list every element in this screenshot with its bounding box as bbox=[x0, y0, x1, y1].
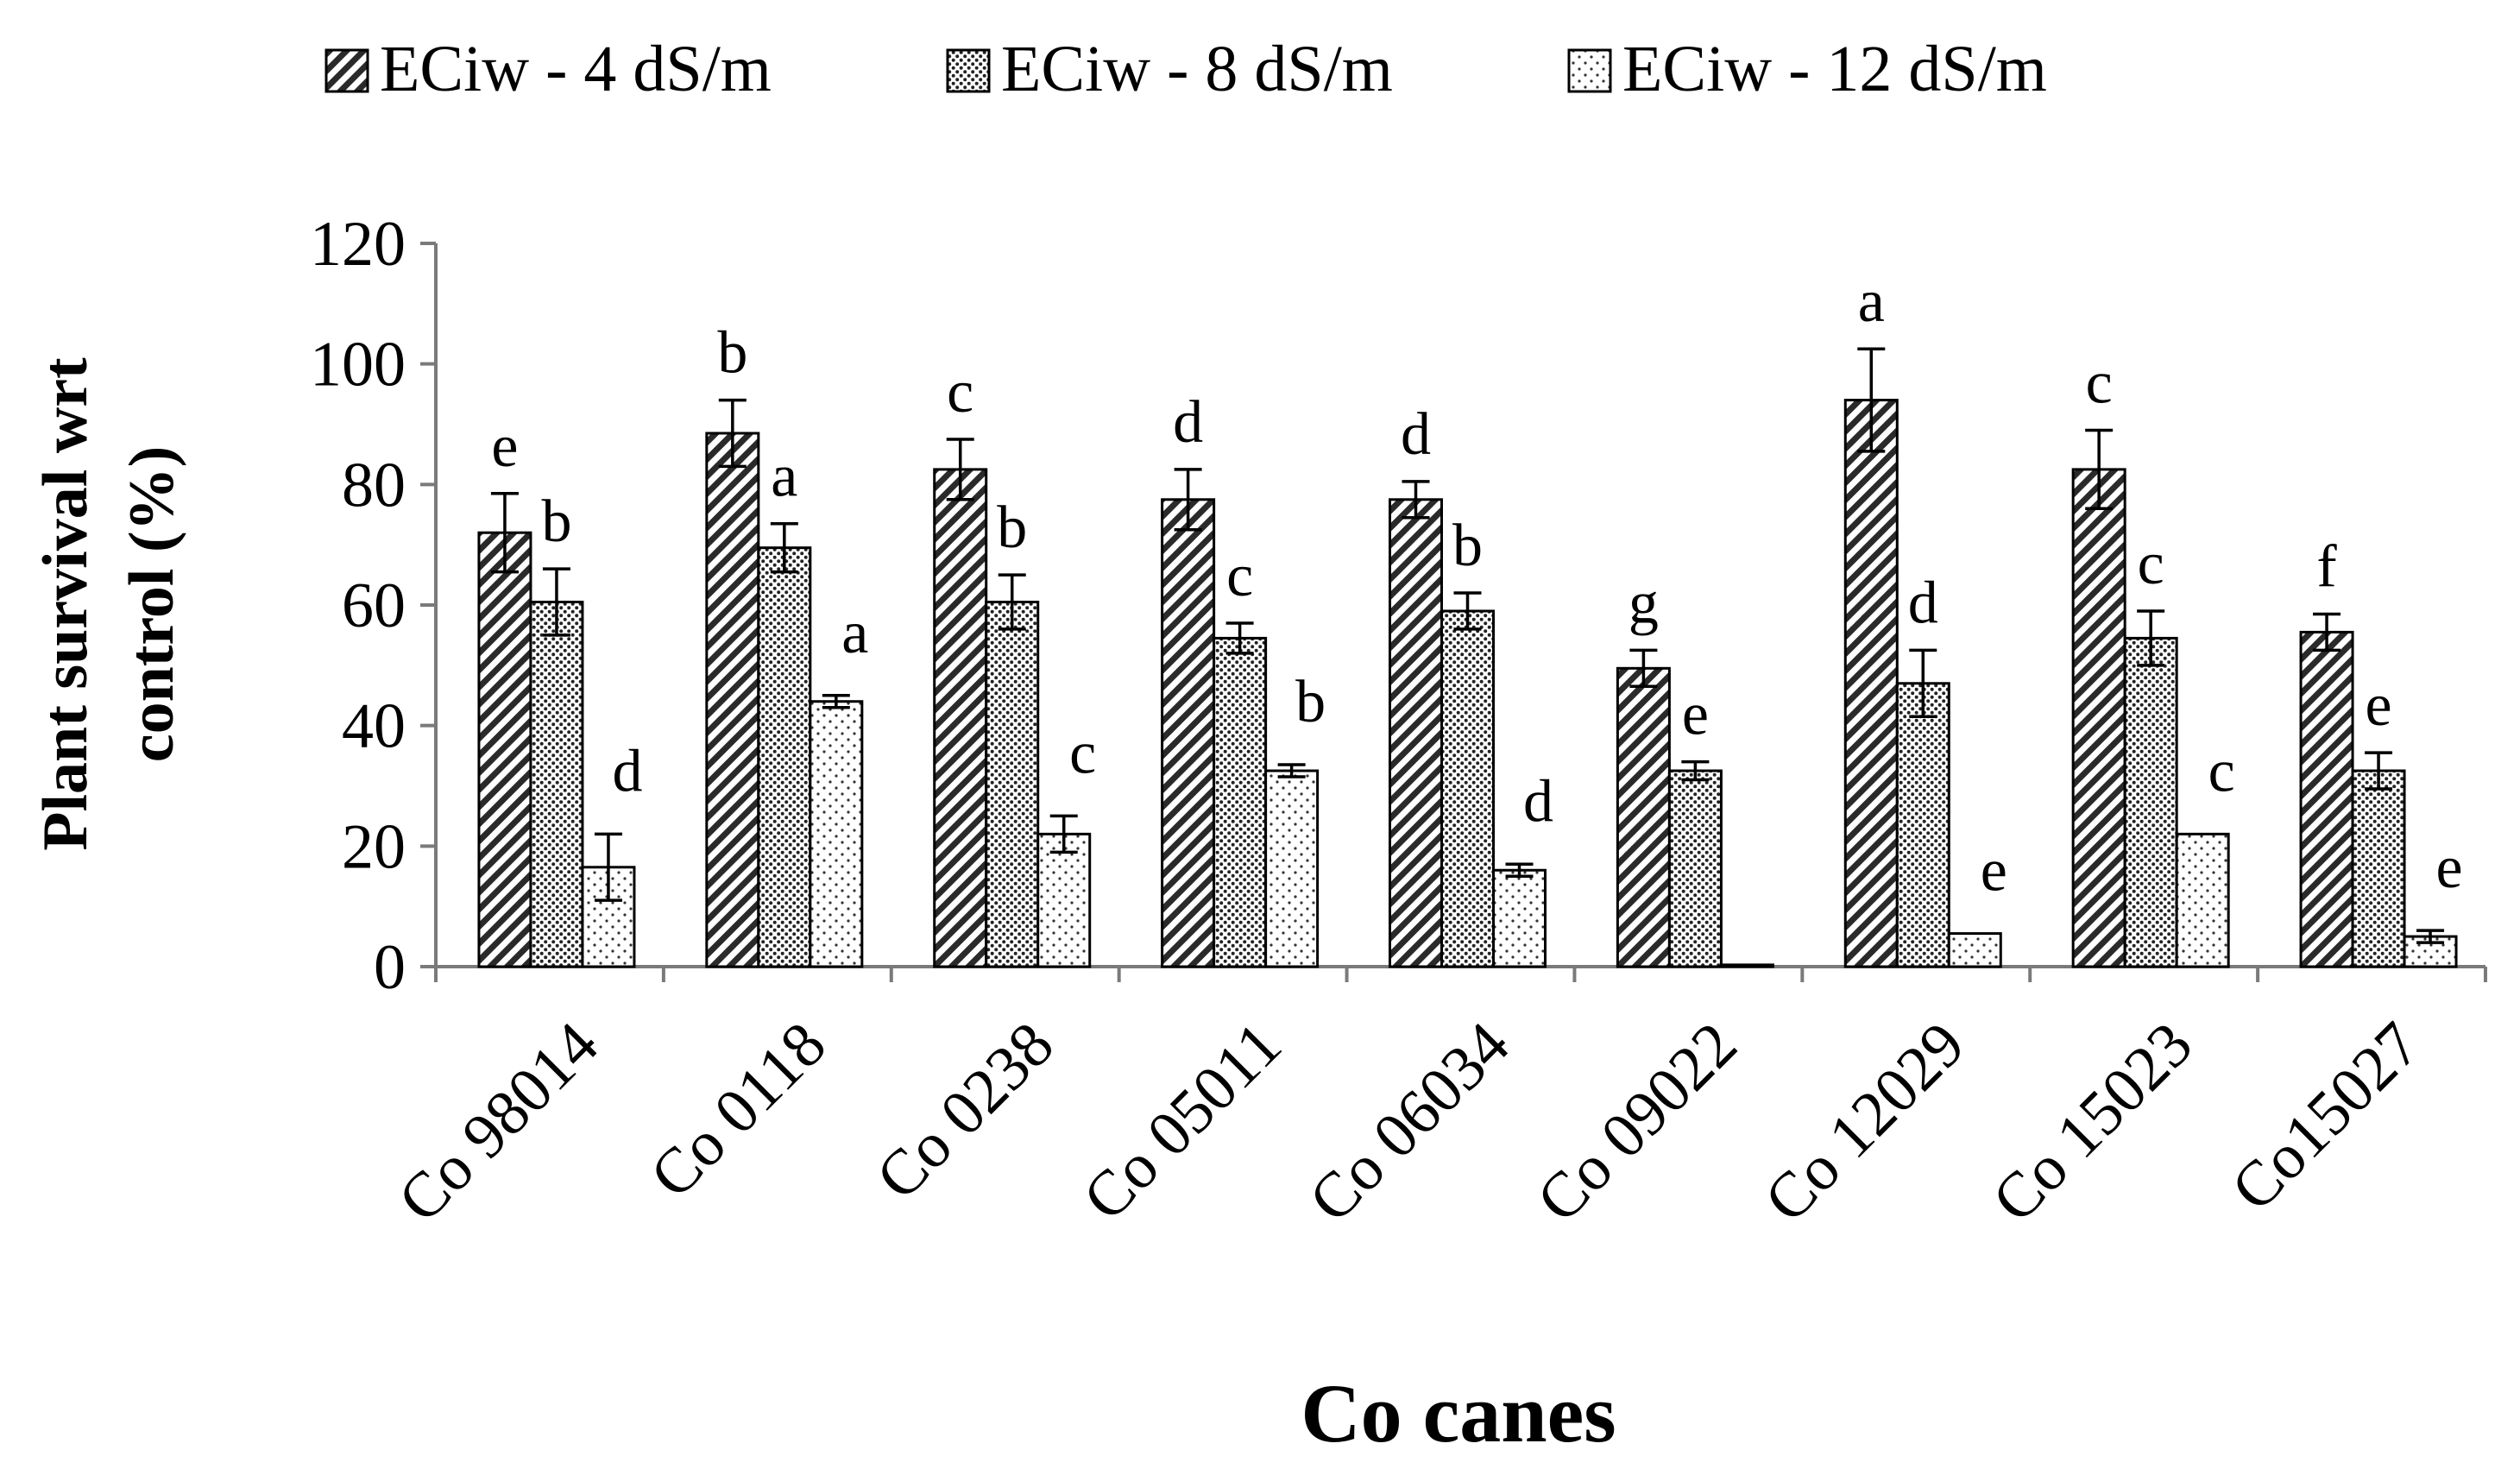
bar-8-dsm bbox=[985, 601, 1040, 968]
bar-12-dsm bbox=[2175, 832, 2230, 968]
significance-letter: c bbox=[2208, 738, 2235, 804]
y-tick-label: 100 bbox=[310, 330, 406, 400]
significance-letter: g bbox=[1629, 570, 1659, 636]
bar-12-dsm bbox=[1492, 868, 1547, 968]
bar-4-dsm bbox=[1843, 399, 1899, 968]
significance-letter: c bbox=[947, 359, 973, 425]
bar-4-dsm bbox=[2299, 630, 2354, 968]
x-category-label: Co 09022 bbox=[1523, 1009, 1750, 1236]
significance-letter: c bbox=[1069, 720, 1096, 786]
significance-letter: d bbox=[612, 738, 642, 804]
significance-letter: a bbox=[771, 444, 797, 510]
error-bars bbox=[490, 347, 2445, 944]
axes: 0 20 40 60 80 100 120 bbox=[310, 209, 2487, 1003]
legend: ECiw - 4 dS/m ECiw - 8 dS/m ECiw - 12 dS… bbox=[324, 33, 2047, 105]
significance-letter: e bbox=[491, 413, 518, 480]
significance-letter: d bbox=[1401, 401, 1431, 468]
significance-letter: b bbox=[1452, 513, 1483, 579]
bar-8-dsm bbox=[1440, 609, 1495, 968]
y-axis-title: Plant survival wrt control (%) bbox=[30, 357, 187, 851]
significance-letter: a bbox=[841, 600, 868, 666]
significance-letter: c bbox=[2138, 531, 2164, 597]
x-category-label: Co15027 bbox=[2218, 1009, 2434, 1225]
bar-4-dsm bbox=[1161, 498, 1216, 968]
bar-12-dsm bbox=[1036, 832, 1092, 968]
significance-letter: e bbox=[2436, 835, 2463, 901]
legend-label-4: ECiw - 4 dS/m bbox=[380, 33, 772, 105]
significance-letter: d bbox=[1173, 389, 1203, 456]
legend-swatch-4 bbox=[324, 48, 369, 93]
bar-4-dsm bbox=[1616, 666, 1671, 968]
x-category-label: Co 15023 bbox=[1979, 1009, 2206, 1236]
x-category-label: Co 05011 bbox=[1070, 1009, 1295, 1234]
legend-item-4: ECiw - 4 dS/m bbox=[324, 33, 772, 105]
bar-8-dsm bbox=[757, 546, 812, 968]
y-tick-label: 60 bbox=[342, 570, 406, 641]
y-axis-title-line-1: Plant survival wrt bbox=[30, 357, 101, 851]
significance-letter: f bbox=[2316, 533, 2337, 600]
bar-8-dsm bbox=[1213, 636, 1268, 968]
y-tick-label: 80 bbox=[342, 450, 406, 520]
x-category-label: Co 98014 bbox=[385, 1009, 612, 1236]
bar-8-dsm bbox=[1667, 769, 1723, 968]
y-axis-title-line-2: control (%) bbox=[117, 446, 187, 763]
bar-12-dsm bbox=[1947, 932, 2002, 968]
bar-4-dsm bbox=[477, 531, 532, 968]
x-axis-title: Co canes bbox=[1301, 1367, 1616, 1459]
significance-letter: c bbox=[2086, 350, 2113, 416]
legend-item-8: ECiw - 8 dS/m bbox=[946, 33, 1393, 105]
x-category-label: Co 0118 bbox=[637, 1009, 840, 1212]
bar-8-dsm bbox=[2351, 769, 2406, 968]
category-labels: Co 98014 Co 0118 Co 0238 Co 05011 Co 06034 Co… bbox=[385, 1009, 2434, 1236]
bar-12-dsm bbox=[1264, 769, 1320, 968]
x-category-label: Co 06034 bbox=[1296, 1009, 1523, 1236]
legend-swatch-8 bbox=[946, 48, 991, 93]
bar-12-dsm bbox=[809, 700, 864, 968]
y-tick-label: 120 bbox=[310, 209, 406, 280]
bar-8-dsm bbox=[1895, 682, 1950, 968]
y-tick-label: 0 bbox=[374, 932, 406, 1003]
bar-8-dsm bbox=[529, 601, 584, 968]
legend-item-12: ECiw - 12 dS/m bbox=[1567, 33, 2047, 105]
legend-label-8: ECiw - 8 dS/m bbox=[1001, 33, 1393, 105]
significance-letter: b bbox=[997, 495, 1027, 561]
x-category-label: Co 12029 bbox=[1751, 1009, 1978, 1236]
significance-letter: e bbox=[2366, 672, 2392, 739]
bar-4-dsm bbox=[933, 468, 988, 968]
significance-letter: e bbox=[1981, 838, 2007, 905]
significance-letter: b bbox=[1295, 669, 1326, 735]
significance-letter: d bbox=[1523, 768, 1553, 835]
bar-8-dsm bbox=[2123, 636, 2178, 968]
significance-letter: a bbox=[1858, 268, 1885, 335]
significance-letter: d bbox=[1908, 570, 1938, 636]
legend-label-12: ECiw - 12 dS/m bbox=[1622, 33, 2047, 105]
legend-swatch-12 bbox=[1567, 48, 1612, 93]
bar-12-dsm bbox=[1719, 963, 1774, 968]
significance-letter: c bbox=[1226, 543, 1253, 609]
significance-letter: b bbox=[541, 489, 571, 555]
bar-4-dsm bbox=[705, 432, 760, 968]
bar-4-dsm bbox=[1389, 498, 1443, 968]
significance-letter: e bbox=[1682, 682, 1709, 748]
significance-letter: b bbox=[717, 320, 747, 387]
bar-4-dsm bbox=[2071, 468, 2126, 968]
x-category-label: Co 0238 bbox=[863, 1009, 1068, 1213]
y-tick-label: 20 bbox=[342, 811, 406, 882]
y-tick-label: 40 bbox=[342, 691, 406, 762]
